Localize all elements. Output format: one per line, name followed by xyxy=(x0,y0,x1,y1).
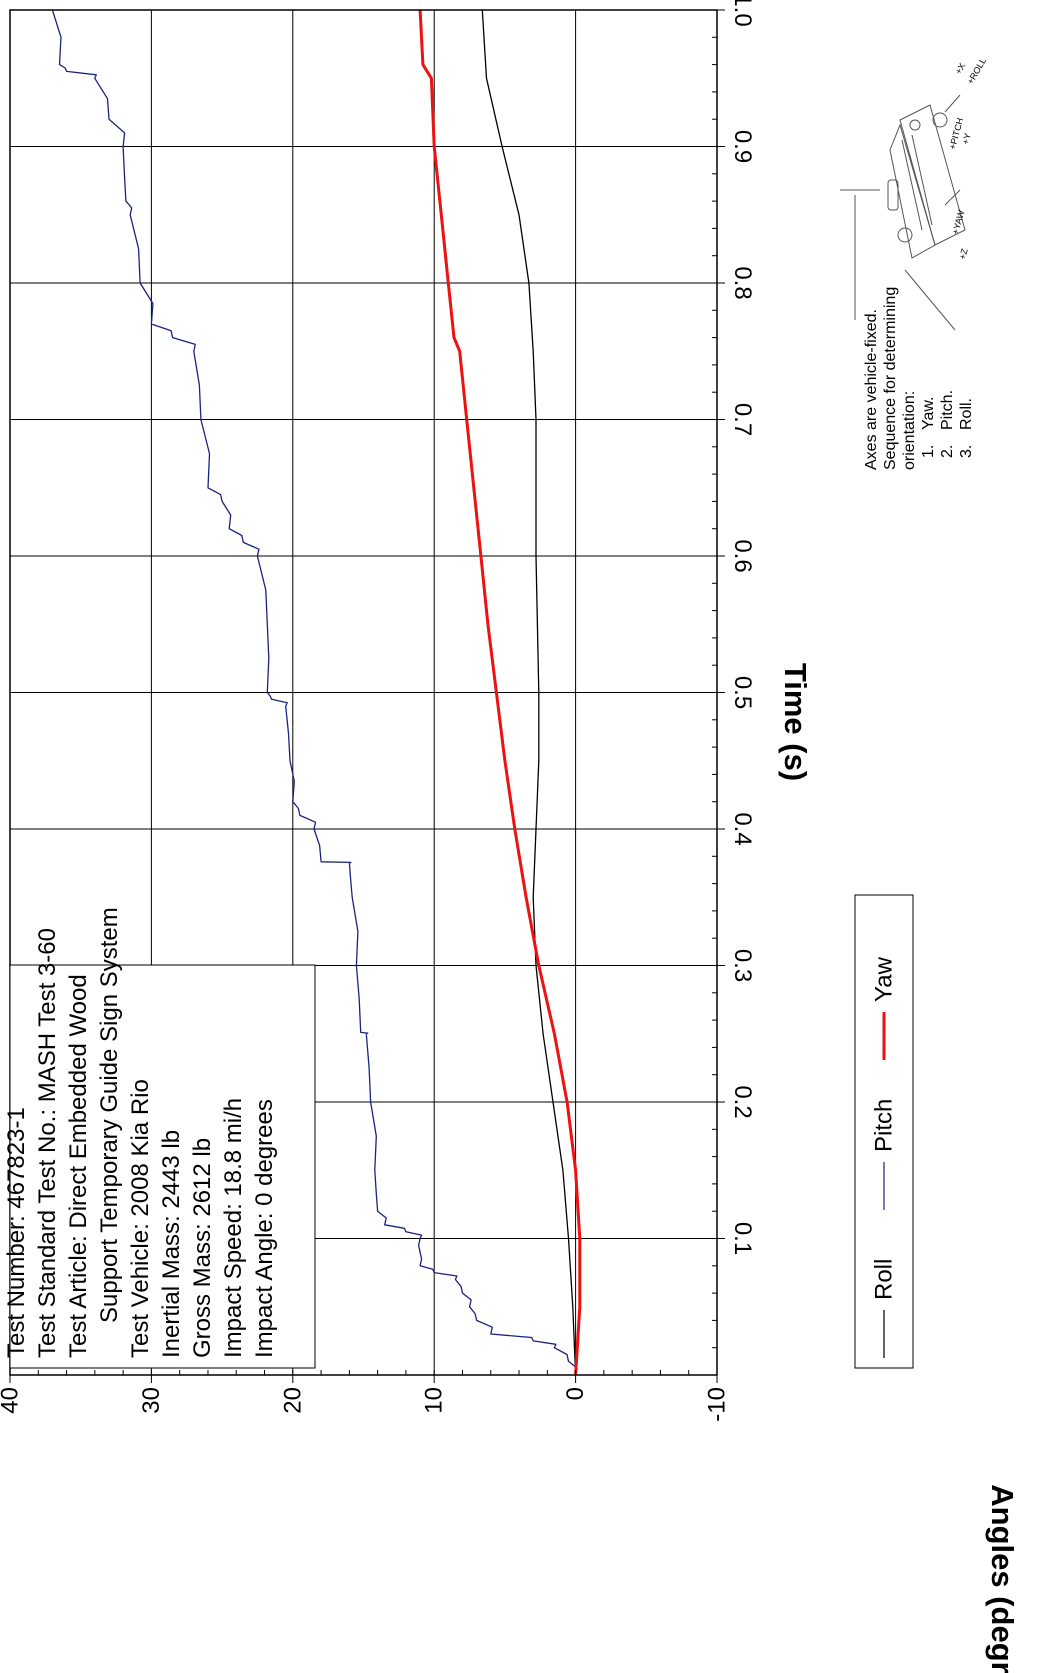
diagram-label-roll: +ROLL xyxy=(965,56,988,86)
series-line-yaw xyxy=(418,9,582,1376)
series-lines xyxy=(51,9,582,1376)
info-line-5: Test Vehicle: 2008 Kia Rio xyxy=(127,1079,154,1358)
x-tick-label: 0.9 xyxy=(729,130,756,163)
x-tick-label: 0.2 xyxy=(729,1085,756,1118)
axes-note-line-1: Axes are vehicle-fixed. xyxy=(863,309,880,470)
diagram-label-y: +Y xyxy=(960,132,973,145)
y-tick-label: 30 xyxy=(138,1387,165,1414)
y-tick-label: 20 xyxy=(279,1387,306,1414)
x-tick-label: 0.8 xyxy=(729,266,756,299)
x-tick-label: 0.3 xyxy=(729,949,756,982)
series-line-pitch xyxy=(51,9,578,1376)
axes-note-step-1-label: Yaw. xyxy=(920,397,937,431)
axes-note-step-2-num: 2. xyxy=(939,445,956,458)
legend-yaw-label: Yaw xyxy=(871,956,898,1002)
y-tick-label: -10 xyxy=(704,1387,731,1422)
axes-note-line-2: Sequence for determining xyxy=(882,287,899,470)
x-tick-label: 0.4 xyxy=(729,812,756,845)
diagram-label-x: +X xyxy=(953,61,967,76)
axes-note-line-3: orientation: xyxy=(901,391,918,470)
x-tick-label: 1.0 xyxy=(729,0,756,27)
y-axis-label: Angles (degrees) xyxy=(985,1484,1020,1673)
info-line-4: Support Temporary Guide Sign System xyxy=(96,907,123,1323)
legend-roll-label: Roll xyxy=(871,1259,898,1300)
y-tick-label: 0 xyxy=(562,1387,589,1400)
info-line-6: Inertial Mass: 2443 lb xyxy=(158,1130,185,1358)
diagram-label-yaw: +YAW xyxy=(950,209,966,236)
info-box: Test Number: 467823-1 Test Standard Test… xyxy=(3,907,316,1369)
info-box-frame xyxy=(9,964,316,1369)
diagram-label-z: +Z xyxy=(957,247,970,260)
y-tick-label: 10 xyxy=(421,1387,448,1414)
x-tick-label: 0.7 xyxy=(729,403,756,436)
legend: Roll Pitch Yaw xyxy=(854,894,914,1369)
car-axes-diagram-icon: +X +ROLL +PITCH +Y +Z +YAW xyxy=(840,56,988,331)
info-line-2: Test Standard Test No.: MASH Test 3-60 xyxy=(34,928,61,1358)
info-line-8: Impact Speed: 18.8 mi/h xyxy=(220,1098,247,1358)
x-axis-label: Time (s) xyxy=(778,663,813,781)
series-line-roll xyxy=(481,9,577,1376)
axes-note-step-2-label: Pitch. xyxy=(939,390,956,430)
axes-note: Axes are vehicle-fixed. Sequence for det… xyxy=(863,287,975,470)
info-line-1: Test Number: 467823-1 xyxy=(3,1107,30,1358)
info-line-7: Gross Mass: 2612 lb xyxy=(189,1138,216,1358)
legend-pitch-label: Pitch xyxy=(871,1099,898,1152)
info-line-3: Test Article: Direct Embedded Wood xyxy=(65,974,92,1358)
axes-note-step-3-label: Roll. xyxy=(958,398,975,430)
legend-frame xyxy=(854,894,914,1369)
x-tick-label: 0.6 xyxy=(729,539,756,572)
axes-note-step-1-num: 1. xyxy=(920,445,937,458)
axis-ticks xyxy=(9,9,725,1383)
x-tick-label: 0.1 xyxy=(729,1222,756,1255)
info-line-9: Impact Angle: 0 degrees xyxy=(251,1099,278,1358)
y-tick-label: 40 xyxy=(0,1387,24,1414)
axes-note-step-3-num: 3. xyxy=(958,445,975,458)
x-tick-label: 0.5 xyxy=(729,676,756,709)
tick-labels: 0.1 0.2 0.3 0.4 0.5 0.6 0.7 0.8 0.9 1.0 -10 0 10 20 30… xyxy=(0,0,756,1422)
